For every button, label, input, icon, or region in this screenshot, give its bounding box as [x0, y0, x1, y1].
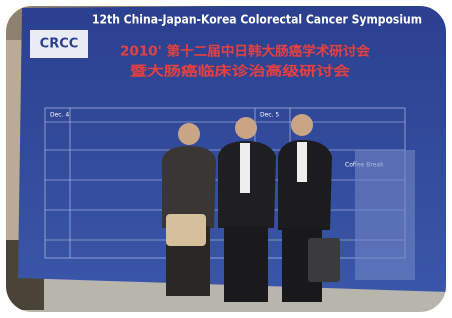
hospital-graphic	[355, 150, 415, 280]
agenda-day: Dec. 5	[260, 112, 279, 119]
logo: CRCC	[40, 37, 79, 52]
agenda-day: Dec. 4	[50, 112, 69, 119]
scene: CRCC 12th China-Japan-Korea Colorectal C…	[0, 0, 452, 318]
photo: CRCC 12th China-Japan-Korea Colorectal C…	[0, 0, 452, 318]
banner-subtitle: 2010' 第十二届中日韩大肠癌学术研讨会	[120, 44, 371, 60]
banner-subtitle: 暨大肠癌临床诊治高级研讨会	[130, 64, 351, 80]
banner-title: 12th China-Japan-Korea Colorectal Cancer…	[92, 13, 422, 27]
